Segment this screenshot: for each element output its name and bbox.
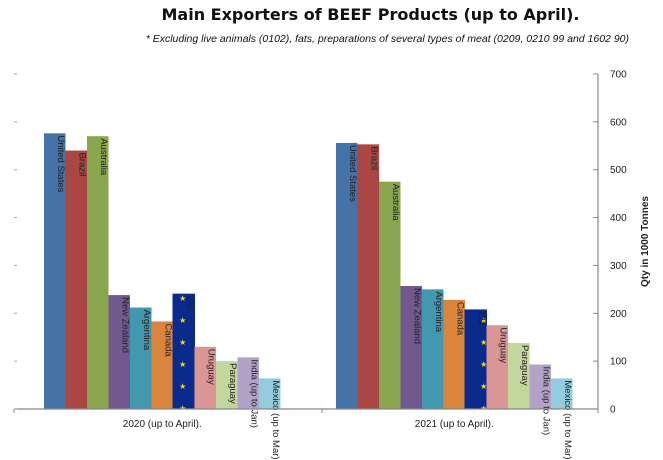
bar-india-up-to-jan-1 (237, 357, 259, 409)
bar-new-zealand-1 (108, 295, 130, 409)
bar-label: Argentina (433, 291, 444, 332)
bar-label: Uruguay (497, 327, 508, 363)
bar-uruguay-2 (486, 325, 508, 409)
bar-argentina-2 (422, 289, 444, 409)
bar-united-states-1 (44, 133, 66, 410)
bar-united-states-2 (336, 142, 358, 409)
bar-paraguay-2 (508, 342, 530, 409)
bars-layer: United States Brazil Australia New Zealand A… (44, 133, 573, 460)
y-tick-label: 700 (610, 70, 627, 81)
y-tick-label: 100 (610, 357, 627, 368)
y-axis-label: Qty in 1000 Tonnes (640, 196, 651, 287)
bar-mexico-up-to-mar-2 (551, 378, 573, 409)
bar-canada-2 (443, 299, 465, 409)
bar-label: Paraguay (227, 363, 238, 404)
bar-canada-1 (151, 321, 173, 409)
bar-eu-1 (172, 293, 195, 410)
bar-label: Argentina (141, 310, 152, 351)
bar-brazil-1 (65, 150, 87, 410)
y-tick-label: 400 (610, 213, 627, 224)
category-label: 2021 (up to April). (415, 419, 494, 430)
y-tick-label: 500 (610, 165, 627, 176)
bar-india-up-to-jan-2 (529, 364, 551, 409)
bar-australia-1 (87, 136, 109, 409)
axes-layer: 2020 (up to April). 2021 (up to April). 0 1… (13, 70, 627, 430)
bar-label: Uruguay (205, 349, 216, 385)
bar-label: Paraguay (519, 345, 530, 386)
chart-subtitle: * Excluding live animals (0102), fats, p… (145, 33, 629, 45)
bar-label: Australia (98, 138, 109, 176)
y-tick-label: 600 (610, 117, 627, 128)
bar-australia-2 (379, 181, 401, 409)
bar-label: United States (55, 135, 66, 192)
bar-label: Mexico (up to Mar) (270, 380, 281, 459)
y-tick-label: 200 (610, 309, 627, 320)
bar-label: Australia (390, 184, 401, 222)
bar-label: Canada (162, 323, 173, 357)
bar-label: EU (476, 312, 487, 325)
bar-label: EU (184, 296, 195, 309)
bar-label: New Zealand (411, 288, 422, 344)
category-label: 2020 (up to April). (123, 419, 202, 430)
bar-label: New Zealand (119, 297, 130, 353)
bar-label: Mexico (up to Mar) (562, 380, 573, 459)
bar-label: Brazil (76, 153, 87, 177)
bar-mexico-up-to-mar-1 (259, 378, 281, 409)
bar-label: Canada (454, 302, 465, 336)
bar-label: United States (347, 145, 358, 202)
bar-new-zealand-2 (400, 286, 422, 409)
bar-label: Brazil (368, 146, 379, 170)
chart-title: Main Exporters of BEEF Products (up to A… (161, 5, 580, 24)
bar-paraguay-1 (216, 361, 238, 409)
bar-brazil-2 (357, 144, 379, 409)
y-tick-label: 0 (610, 405, 616, 416)
bar-uruguay-1 (194, 346, 216, 409)
bar-argentina-1 (130, 307, 152, 409)
y-tick-label: 300 (610, 261, 627, 272)
bar-label: India (up to Jan) (540, 366, 551, 435)
bar-label: India (up to Jan) (248, 359, 259, 428)
